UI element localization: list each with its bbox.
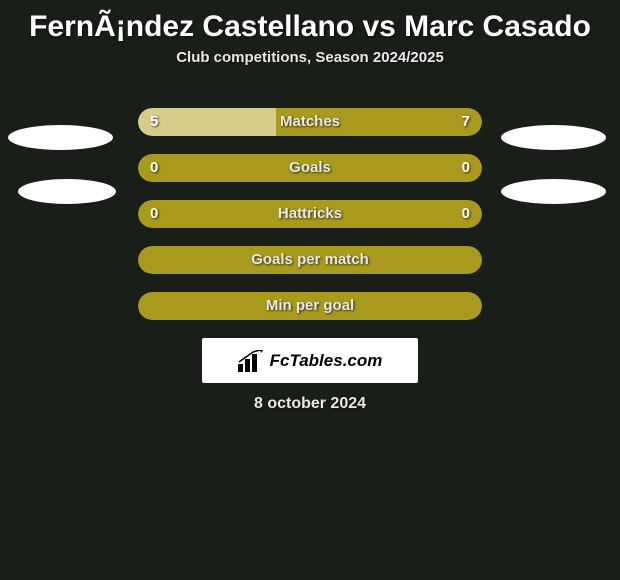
stat-row: 00Hattricks: [0, 200, 620, 228]
decor-ellipse: [501, 179, 606, 204]
stat-value-left: 5: [150, 108, 158, 136]
bar-fill: [138, 246, 482, 274]
stat-bar: [138, 200, 482, 228]
stat-row: Goals per match: [0, 246, 620, 274]
stat-row: Min per goal: [0, 292, 620, 320]
decor-ellipse: [8, 125, 113, 150]
stat-bar: [138, 154, 482, 182]
stat-value-right: 0: [462, 154, 470, 182]
stat-row: 00Goals: [0, 154, 620, 182]
stat-value-right: 0: [462, 200, 470, 228]
stat-value-left: 0: [150, 200, 158, 228]
logo-text: FcTables.com: [270, 351, 383, 371]
bar-fill: [138, 292, 482, 320]
stat-value-left: 0: [150, 154, 158, 182]
logo-badge: FcTables.com: [202, 338, 418, 383]
bar-right-fill: [276, 108, 482, 136]
stat-bar: [138, 292, 482, 320]
decor-ellipse: [18, 179, 116, 204]
decor-ellipse: [501, 125, 606, 150]
stat-bar: [138, 108, 482, 136]
bar-fill: [138, 154, 482, 182]
stat-value-right: 7: [462, 108, 470, 136]
bar-left-fill: [138, 108, 276, 136]
bar-chart-icon: [238, 350, 264, 372]
comparison-card: FernÃ¡ndez Castellano vs Marc Casado Clu…: [0, 0, 620, 413]
bar-fill: [138, 200, 482, 228]
date-label: 8 october 2024: [0, 395, 620, 413]
page-title: FernÃ¡ndez Castellano vs Marc Casado: [0, 2, 620, 49]
subtitle: Club competitions, Season 2024/2025: [0, 49, 620, 66]
stat-bar: [138, 246, 482, 274]
